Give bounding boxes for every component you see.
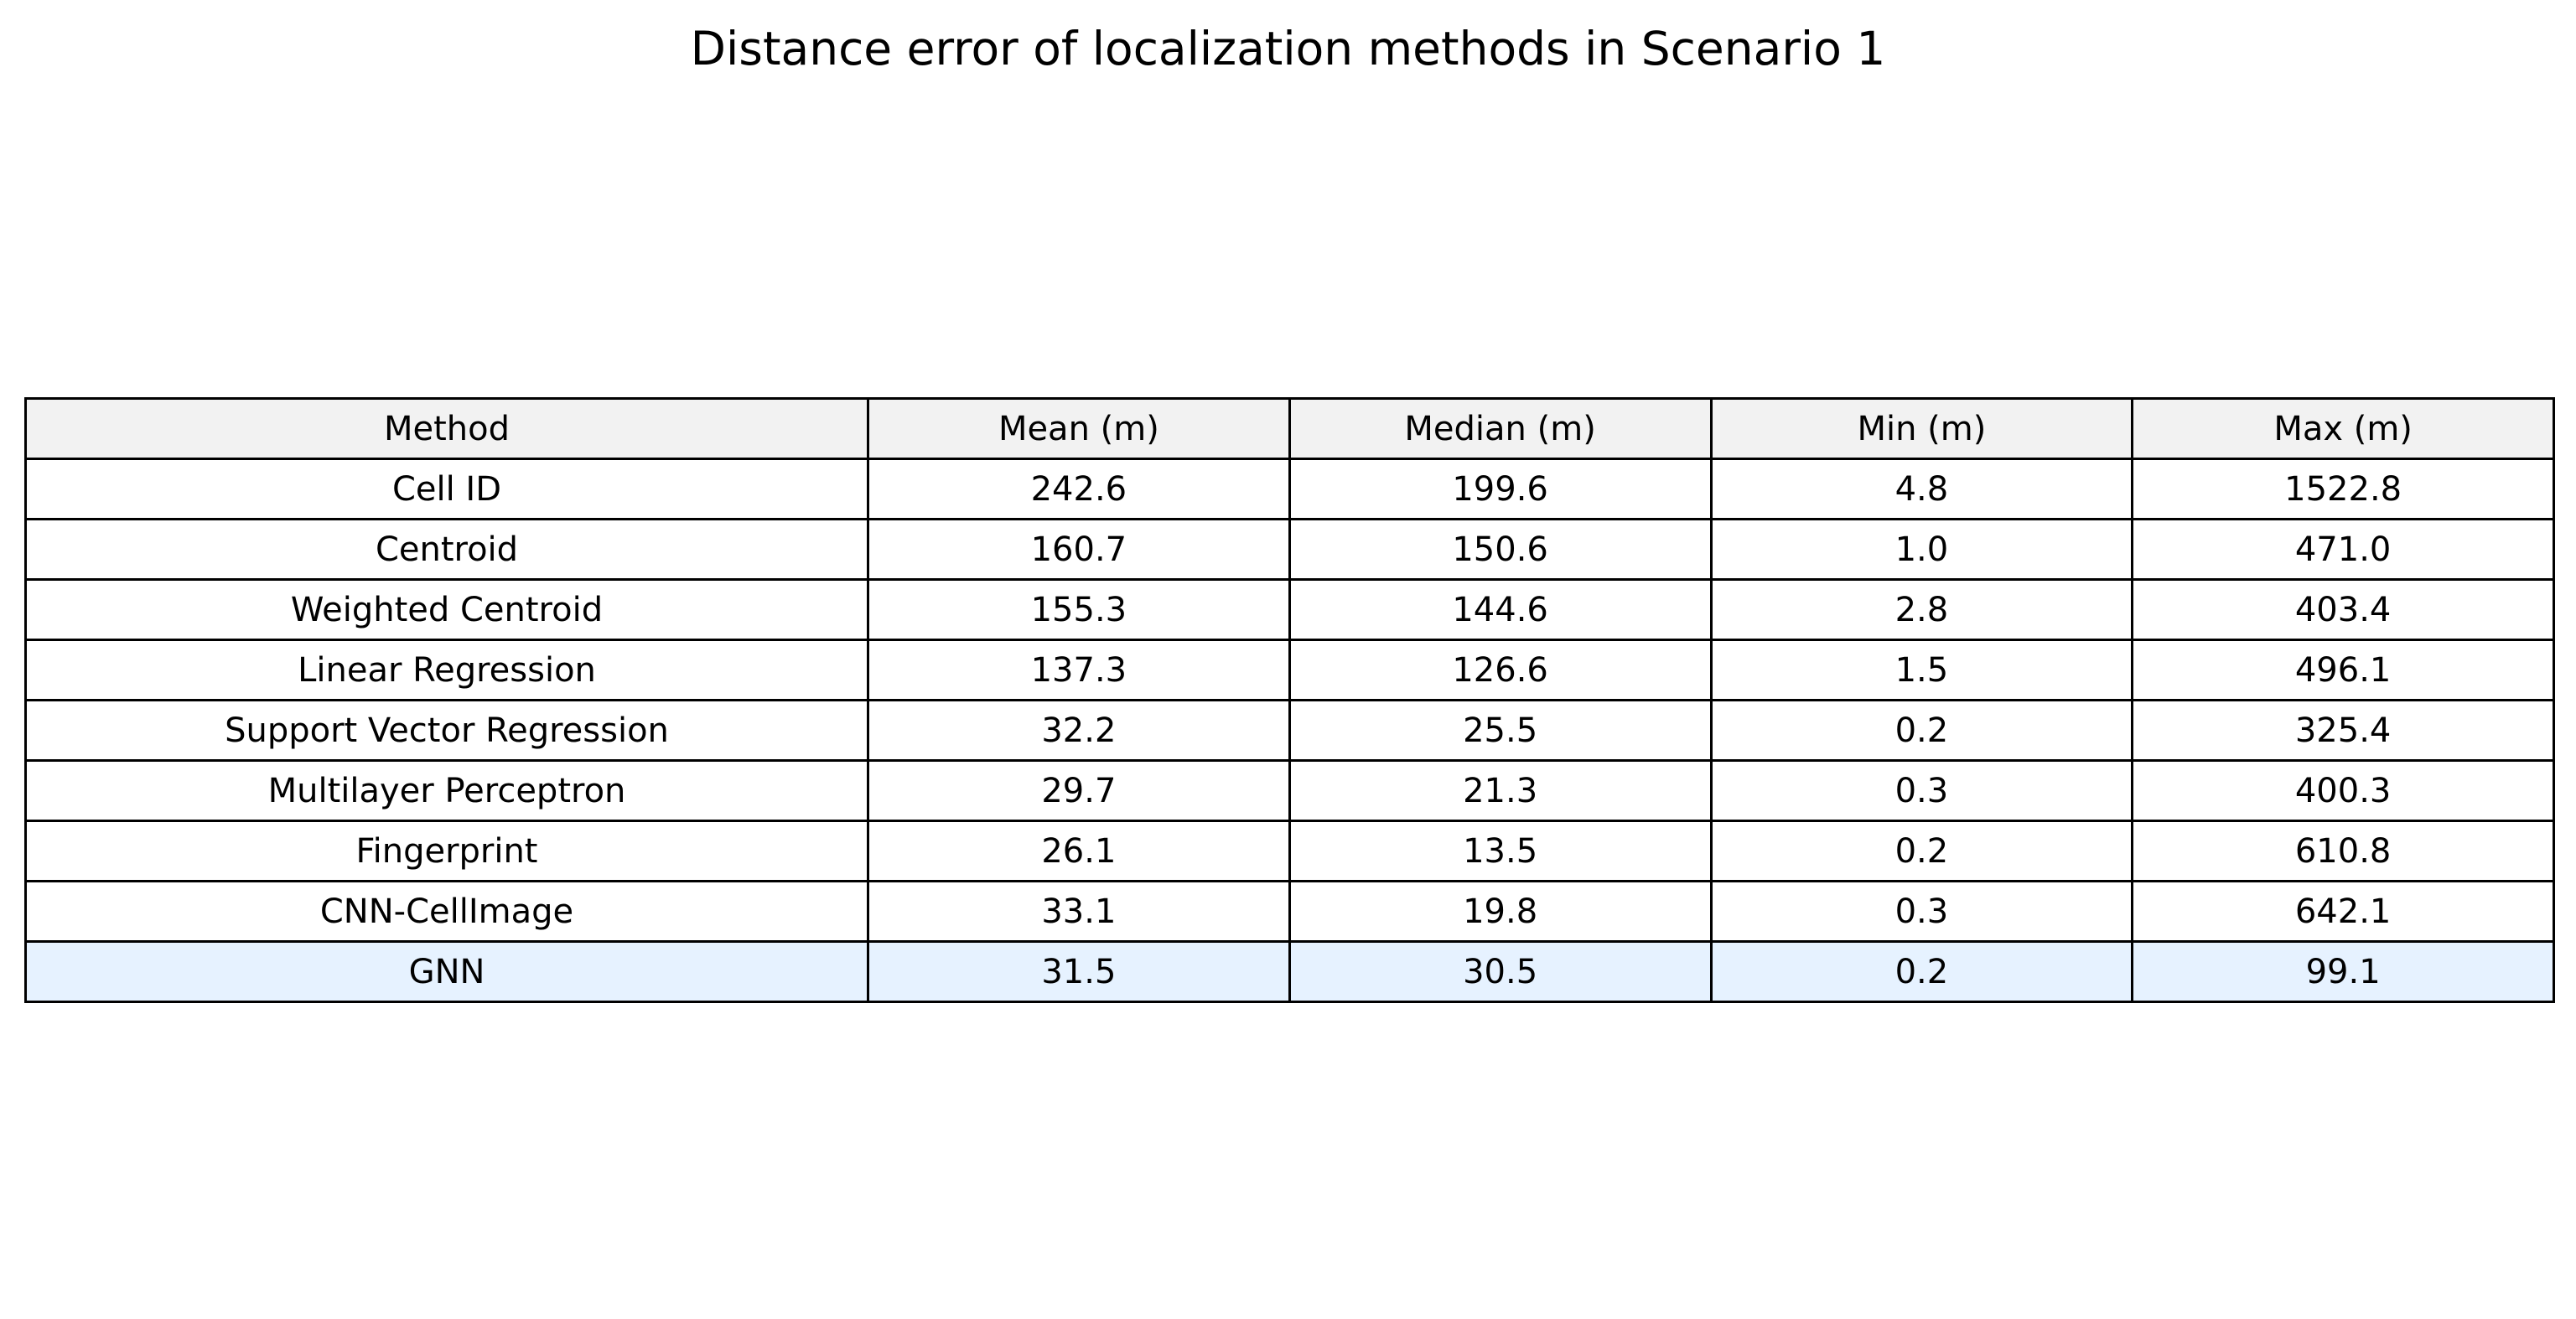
value-cell: 610.8 xyxy=(2131,820,2555,882)
chart-title: Distance error of localization methods i… xyxy=(690,22,1886,75)
value-cell: 0.3 xyxy=(1709,759,2134,822)
value-cell: 1.0 xyxy=(1709,518,2134,581)
value-cell: 21.3 xyxy=(1288,759,1713,822)
value-cell: 32.2 xyxy=(867,699,1291,762)
table-row: CNN-CellImage 33.1 19.8 0.3 642.1 xyxy=(24,880,2555,943)
value-cell: 471.0 xyxy=(2131,518,2555,581)
value-cell: 400.3 xyxy=(2131,759,2555,822)
method-cell: Fingerprint xyxy=(24,820,869,882)
table-header-row: Method Mean (m) Median (m) Min (m) Max (m) xyxy=(24,397,2555,460)
method-cell: GNN xyxy=(24,940,869,1003)
method-cell: Multilayer Perceptron xyxy=(24,759,869,822)
method-cell: CNN-CellImage xyxy=(24,880,869,943)
value-cell: 33.1 xyxy=(867,880,1291,943)
column-header: Min (m) xyxy=(1709,397,2134,460)
column-header: Method xyxy=(24,397,869,460)
value-cell: 2.8 xyxy=(1709,578,2134,641)
value-cell: 0.2 xyxy=(1709,820,2134,882)
value-cell: 26.1 xyxy=(867,820,1291,882)
value-cell: 99.1 xyxy=(2131,940,2555,1003)
value-cell: 137.3 xyxy=(867,639,1291,701)
value-cell: 0.2 xyxy=(1709,940,2134,1003)
table-row: Linear Regression 137.3 126.6 1.5 496.1 xyxy=(24,639,2555,701)
value-cell: 160.7 xyxy=(867,518,1291,581)
method-cell: Weighted Centroid xyxy=(24,578,869,641)
value-cell: 4.8 xyxy=(1709,458,2134,520)
value-cell: 19.8 xyxy=(1288,880,1713,943)
method-cell: Support Vector Regression xyxy=(24,699,869,762)
method-cell: Centroid xyxy=(24,518,869,581)
table-row: Support Vector Regression 32.2 25.5 0.2 325.… xyxy=(24,699,2555,762)
value-cell: 1.5 xyxy=(1709,639,2134,701)
value-cell: 31.5 xyxy=(867,940,1291,1003)
value-cell: 155.3 xyxy=(867,578,1291,641)
value-cell: 1522.8 xyxy=(2131,458,2555,520)
method-cell: Cell ID xyxy=(24,458,869,520)
column-header: Max (m) xyxy=(2131,397,2555,460)
value-cell: 150.6 xyxy=(1288,518,1713,581)
column-header: Mean (m) xyxy=(867,397,1291,460)
value-cell: 30.5 xyxy=(1288,940,1713,1003)
value-cell: 325.4 xyxy=(2131,699,2555,762)
value-cell: 642.1 xyxy=(2131,880,2555,943)
value-cell: 242.6 xyxy=(867,458,1291,520)
table-row: GNN 31.5 30.5 0.2 99.1 xyxy=(24,940,2555,1003)
value-cell: 199.6 xyxy=(1288,458,1713,520)
results-table: Method Mean (m) Median (m) Min (m) Max (m) Ce… xyxy=(24,397,2555,1003)
table-row: Fingerprint 26.1 13.5 0.2 610.8 xyxy=(24,820,2555,882)
value-cell: 0.2 xyxy=(1709,699,2134,762)
method-cell: Linear Regression xyxy=(24,639,869,701)
column-header: Median (m) xyxy=(1288,397,1713,460)
value-cell: 403.4 xyxy=(2131,578,2555,641)
value-cell: 496.1 xyxy=(2131,639,2555,701)
value-cell: 29.7 xyxy=(867,759,1291,822)
table-row: Cell ID 242.6 199.6 4.8 1522.8 xyxy=(24,458,2555,520)
value-cell: 25.5 xyxy=(1288,699,1713,762)
value-cell: 13.5 xyxy=(1288,820,1713,882)
value-cell: 126.6 xyxy=(1288,639,1713,701)
table-row: Multilayer Perceptron 29.7 21.3 0.3 400.3 xyxy=(24,759,2555,822)
value-cell: 144.6 xyxy=(1288,578,1713,641)
value-cell: 0.3 xyxy=(1709,880,2134,943)
table-row: Weighted Centroid 155.3 144.6 2.8 403.4 xyxy=(24,578,2555,641)
table-row: Centroid 160.7 150.6 1.0 471.0 xyxy=(24,518,2555,581)
